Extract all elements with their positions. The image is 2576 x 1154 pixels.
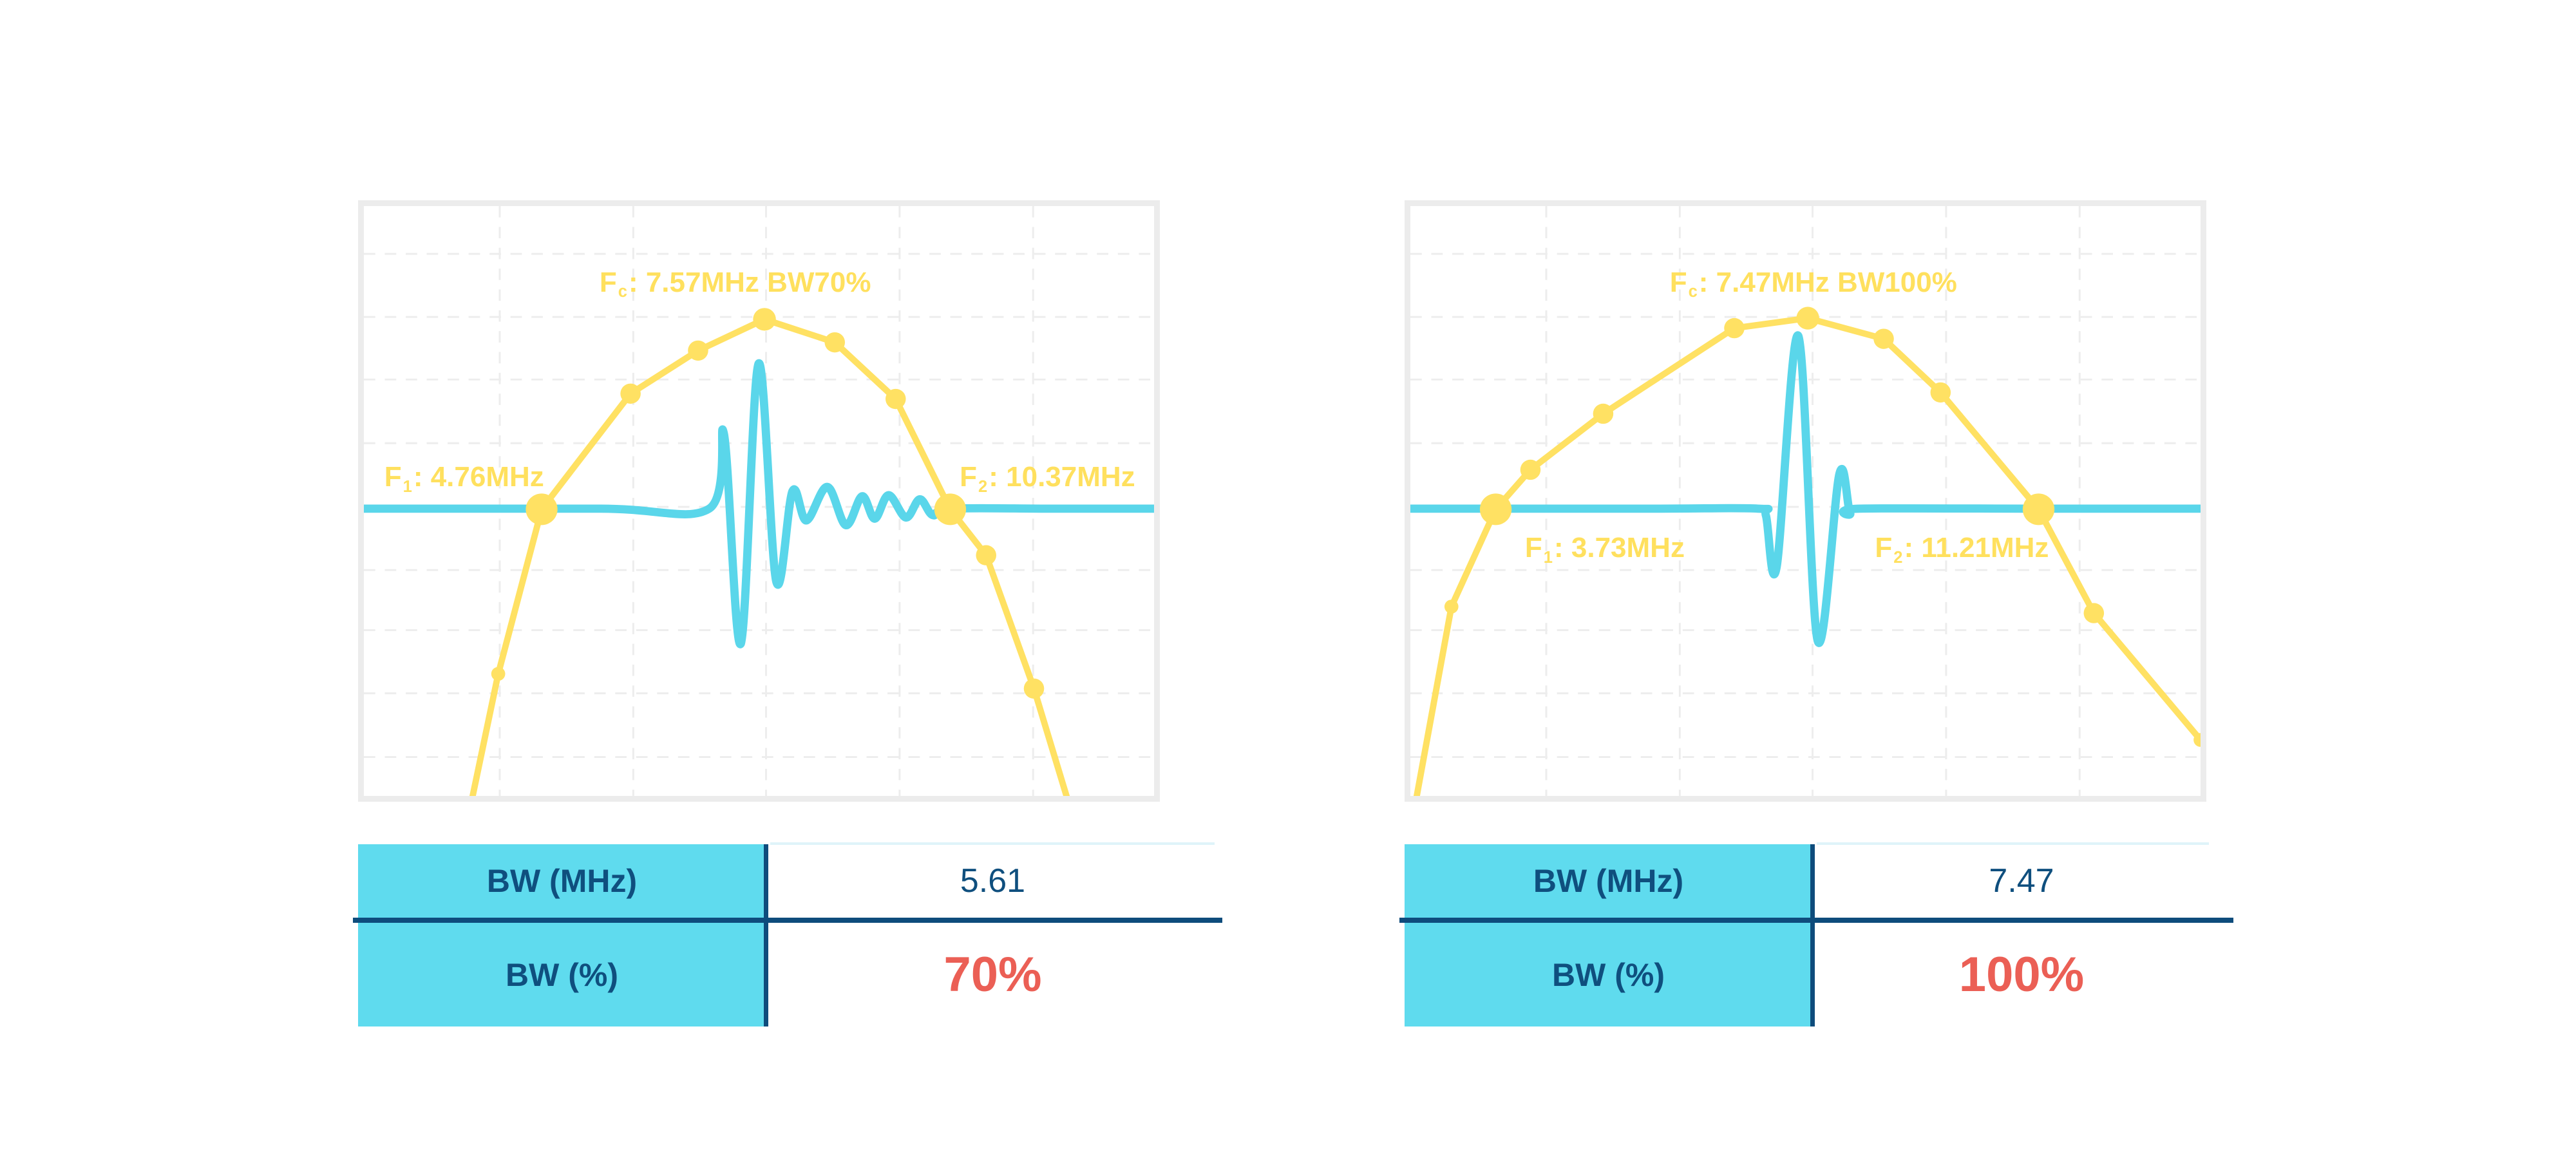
f2-value: : 11.21MHz [1904, 532, 2049, 564]
bandwidth-chart-bw70: Fc: 7.57MHz BW70% F1: 4.76MHz F2: 10.37M… [358, 200, 1160, 802]
f1-value: : 4.76MHz [413, 461, 544, 493]
bw-mhz-label: BW (MHz) [1533, 863, 1684, 899]
f1-annotation: F1: 4.76MHz [384, 461, 544, 496]
fc-annotation: Fc: 7.47MHz BW100% [1669, 267, 1957, 301]
table-label-column [1405, 844, 1812, 1026]
table-label-column [358, 844, 766, 1026]
bw-mhz-value: 7.47 [1989, 862, 2054, 900]
bw-table-bw70: BW (MHz) BW (%) 5.61 70% [353, 842, 1222, 1026]
table-horizontal-divider [1399, 918, 2233, 923]
f2-subscript: 2 [1893, 548, 1903, 567]
fc-subscript: c [1688, 283, 1698, 301]
f1-value: : 3.73MHz [1554, 532, 1685, 564]
f2-annotation: F2: 10.37MHz [960, 461, 1135, 496]
bw-pct-value: 100% [1958, 947, 2085, 1002]
fc-annotation: Fc: 7.57MHz BW70% [599, 267, 871, 301]
f1-symbol: F [384, 461, 402, 493]
f1-annotation: F1: 3.73MHz [1524, 532, 1685, 567]
f2-symbol: F [1875, 532, 1893, 564]
fc-subscript: c [618, 283, 627, 301]
fc-value: : 7.47MHz BW100% [1698, 267, 1957, 299]
table-vertical-divider [764, 844, 768, 1026]
f2-subscript: 2 [978, 477, 988, 496]
bw70-plot-area [364, 206, 1154, 796]
f2-value: : 10.37MHz [989, 461, 1135, 493]
f1-subscript: 1 [402, 477, 412, 496]
table-vertical-divider [1810, 844, 1815, 1026]
bw-mhz-value: 5.61 [960, 862, 1026, 900]
fc-symbol: F [599, 267, 617, 299]
fc-symbol: F [1669, 267, 1687, 299]
table-top-rule [770, 842, 1215, 845]
f2-symbol: F [960, 461, 978, 493]
bw-pct-label: BW (%) [1552, 956, 1665, 993]
table-top-rule [1817, 842, 2209, 845]
bw-mhz-label: BW (MHz) [486, 863, 638, 899]
table-horizontal-divider [353, 918, 1222, 923]
f1-subscript: 1 [1543, 548, 1553, 567]
f1-symbol: F [1524, 532, 1542, 564]
bw-pct-value: 70% [943, 947, 1042, 1002]
bw-table-bw100: BW (MHz) BW (%) 7.47 100% [1399, 842, 2233, 1026]
fc-value: : 7.57MHz BW70% [628, 267, 871, 299]
bandwidth-chart-bw100: Fc: 7.47MHz BW100% F1: 3.73MHz F2: 11.21… [1405, 200, 2206, 802]
bw100-plot-area [1410, 206, 2201, 796]
bw-pct-label: BW (%) [506, 956, 618, 993]
f2-annotation: F2: 11.21MHz [1875, 532, 2049, 567]
